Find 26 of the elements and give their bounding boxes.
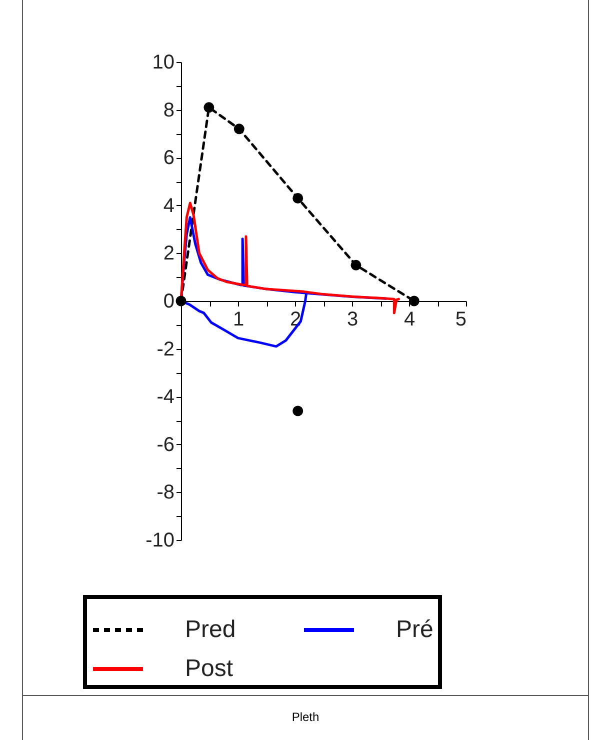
legend-label: Pred (185, 616, 236, 643)
x-tick-label: 5 (455, 308, 466, 330)
point (292, 406, 304, 416)
point (350, 260, 362, 270)
y-tick-label: -4 (156, 386, 174, 408)
y-tick-label: 8 (163, 99, 174, 122)
y-tick-label: -10 (146, 530, 174, 552)
x-tick-label: 1 (232, 308, 244, 330)
point (176, 296, 186, 306)
y-tick-label: 6 (163, 147, 174, 170)
y-tick-label: -6 (156, 434, 174, 456)
y-tick-label: 2 (163, 242, 174, 265)
y-tick-label: -2 (156, 338, 174, 360)
point (204, 102, 214, 113)
point (408, 296, 420, 306)
point (234, 124, 244, 134)
y-tick-label: -8 (156, 482, 174, 504)
legend-label: Pré (396, 616, 434, 643)
legend-label: Post (185, 655, 234, 682)
y-tick-label: 4 (163, 194, 174, 217)
y-tick-label: 10 (152, 52, 174, 74)
x-tick-label: 4 (404, 308, 416, 330)
x-tick-label: 3 (346, 308, 358, 330)
y-tick-label: 0 (163, 290, 174, 312)
point (292, 192, 304, 204)
text: Pleth (23, 695, 588, 724)
